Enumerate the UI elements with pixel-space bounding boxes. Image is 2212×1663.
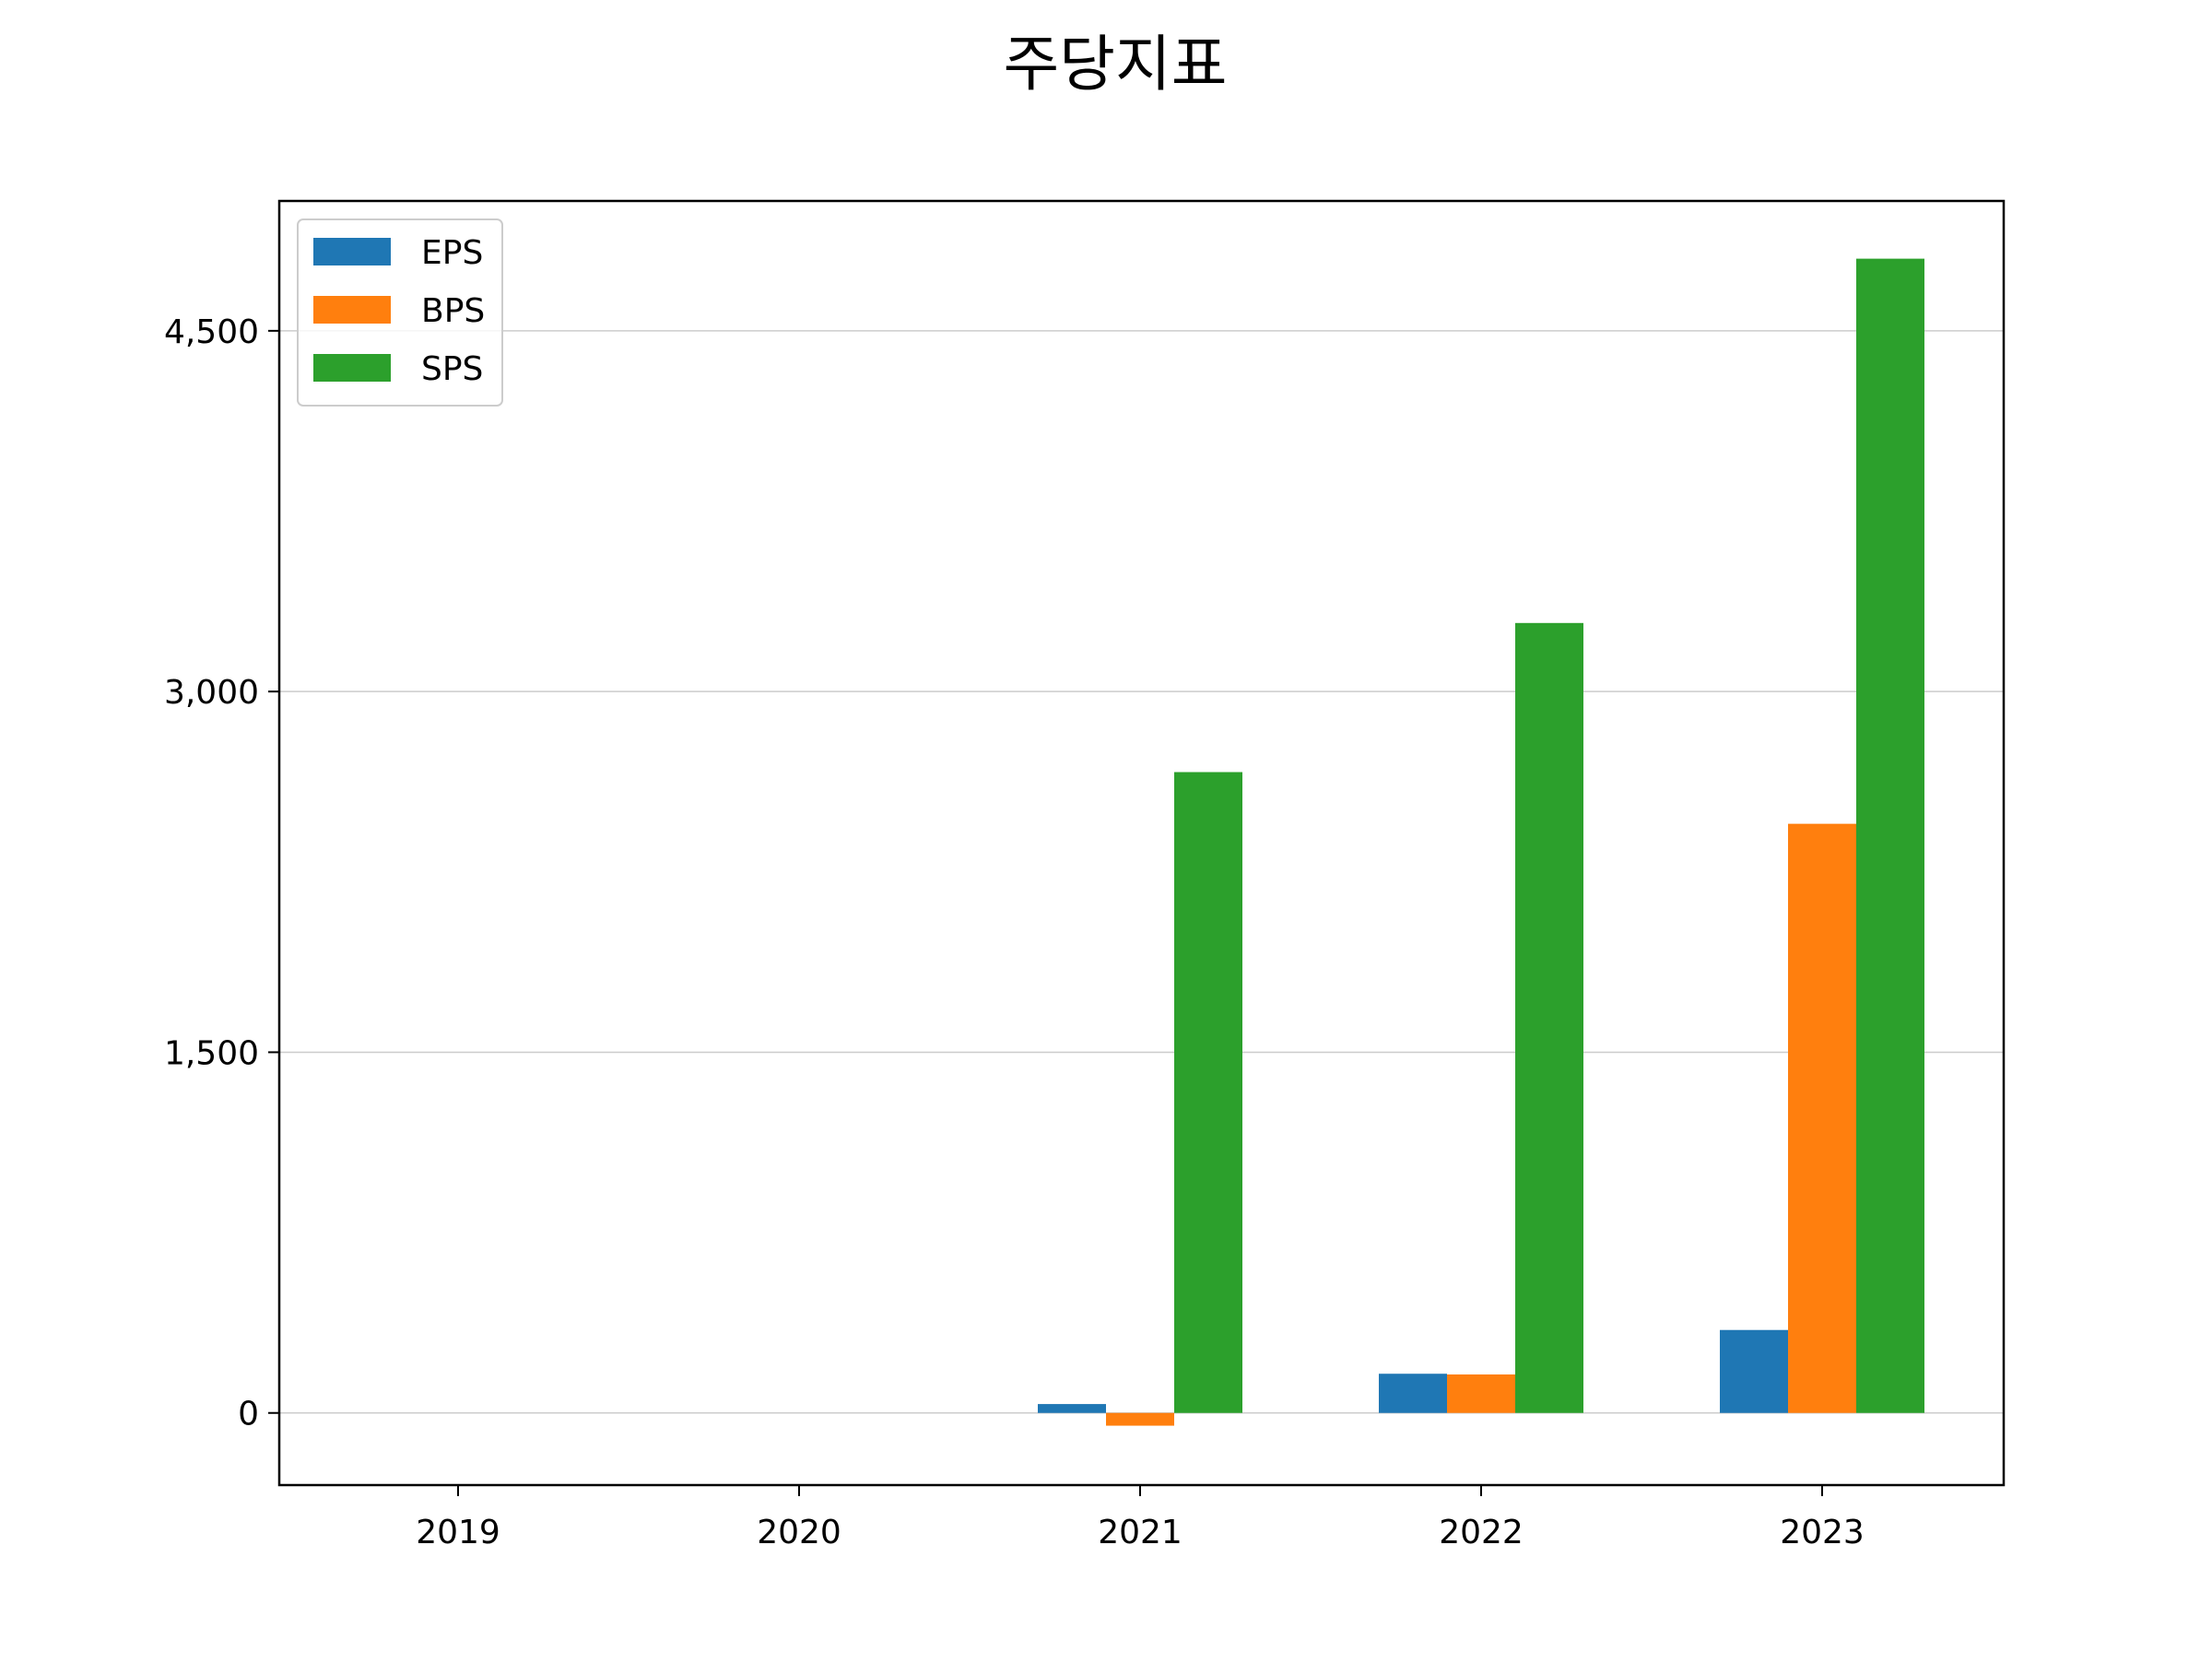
y-axis-ticks: 0 1,500 3,000 4,500: [164, 313, 279, 1433]
bar-sps-2023: [1856, 258, 1924, 1413]
legend-swatch-bps: [313, 296, 391, 324]
y-tick-label: 3,000: [164, 674, 259, 712]
bar-sps-2022: [1515, 622, 1583, 1413]
legend-label-sps: SPS: [421, 350, 483, 388]
bar-sps-2021: [1174, 772, 1242, 1413]
legend-label-eps: EPS: [421, 234, 483, 272]
bar-bps-2021: [1106, 1412, 1174, 1426]
x-tick-label: 2021: [1098, 1514, 1182, 1551]
legend-label-bps: BPS: [421, 292, 485, 330]
bar-eps-2023: [1720, 1329, 1788, 1413]
x-axis-ticks: 2019 2020 2021 2022 2023: [416, 1485, 1865, 1551]
bar-eps-2022: [1379, 1374, 1447, 1413]
bars: [1038, 258, 1924, 1426]
plot-frame: [277, 199, 2006, 1487]
y-tick-label: 4,500: [164, 313, 259, 351]
legend-swatch-sps: [313, 354, 391, 382]
x-tick-label: 2022: [1439, 1514, 1524, 1551]
x-tick-label: 2023: [1780, 1514, 1865, 1551]
chart-title: 주당지표: [1004, 29, 1228, 100]
grid-lines: [279, 330, 2004, 1414]
legend-swatch-eps: [313, 238, 391, 265]
bar-bps-2022: [1447, 1374, 1515, 1413]
bar-bps-2023: [1788, 823, 1856, 1413]
legend: EPS BPS SPS: [297, 218, 503, 407]
x-tick-label: 2020: [757, 1514, 841, 1551]
bar-eps-2021: [1038, 1404, 1106, 1413]
y-tick-label: 0: [238, 1396, 259, 1433]
plot-area: [279, 201, 2004, 1485]
y-tick-label: 1,500: [164, 1034, 259, 1072]
x-tick-label: 2019: [416, 1514, 500, 1551]
